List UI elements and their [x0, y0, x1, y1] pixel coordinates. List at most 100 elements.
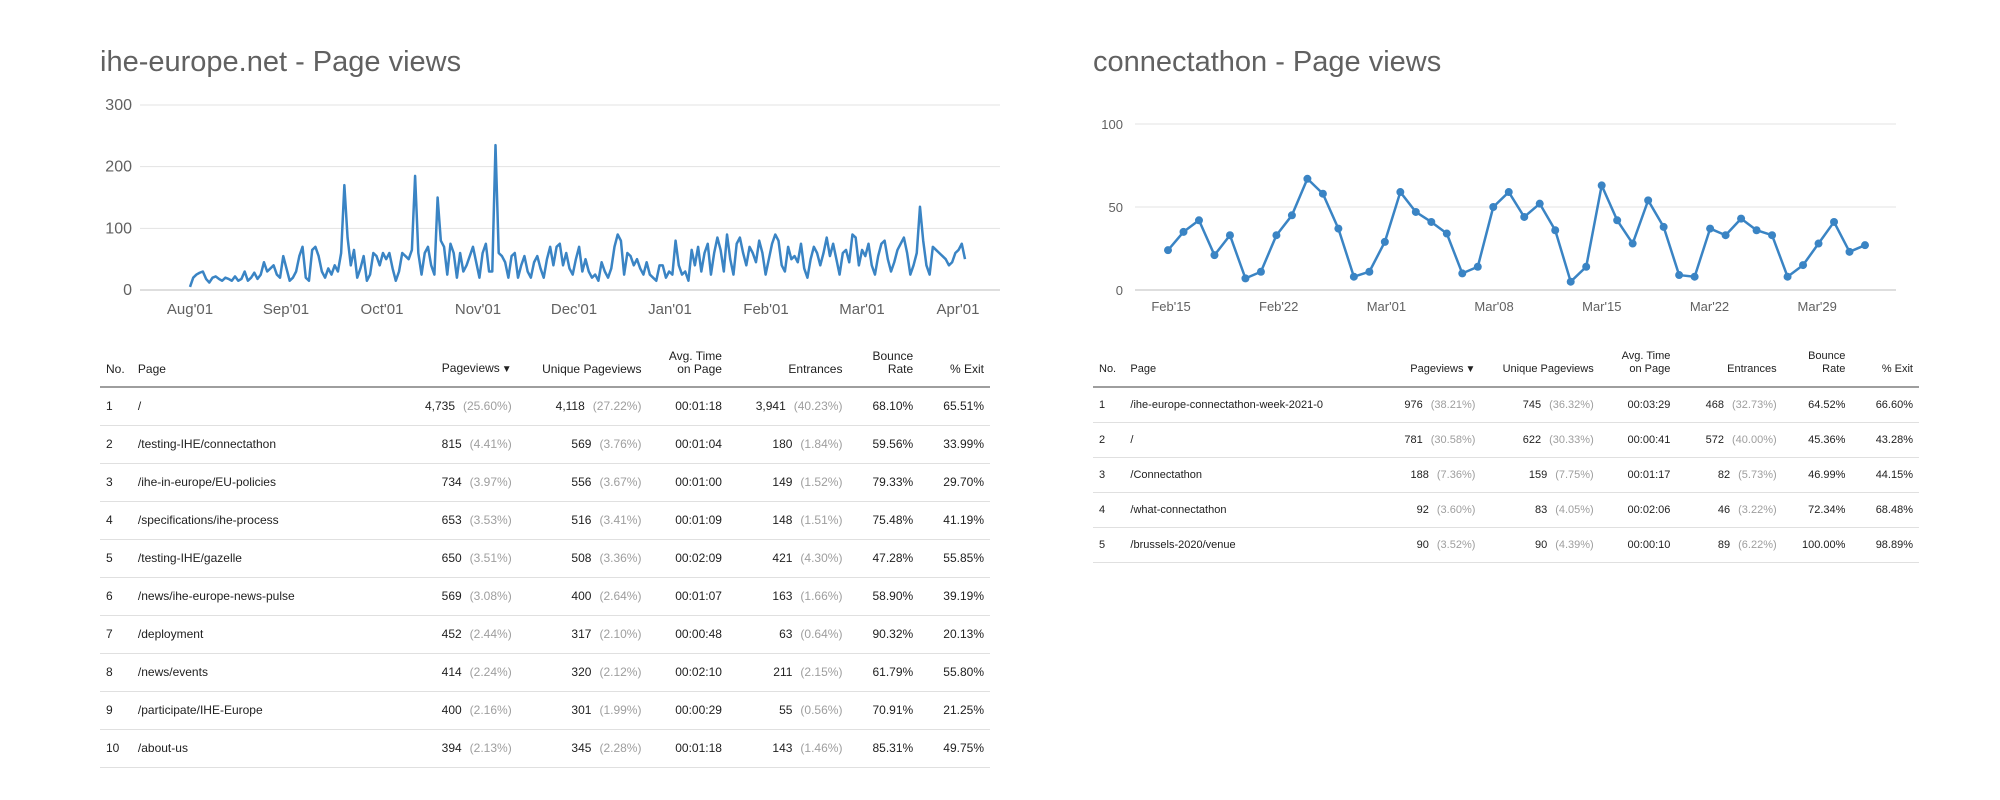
data-point[interactable] [1721, 231, 1730, 240]
data-point[interactable] [1287, 211, 1296, 220]
table-row[interactable]: 5/testing-IHE/gazelle 650 (3.51%) 508 (3.36%… [100, 539, 990, 578]
data-point[interactable] [1334, 224, 1343, 233]
data-point[interactable] [1504, 188, 1513, 197]
table-row[interactable]: 1/ihe-europe-connectathon-week-2021-0 976… [1093, 387, 1919, 423]
page-path-link[interactable]: /testing-IHE/gazelle [137, 551, 242, 565]
col-bounce-header[interactable]: Bounce Rate [848, 350, 920, 388]
page-path-link[interactable]: /participate/IHE-Europe [137, 703, 263, 717]
table-row[interactable]: 5/brussels-2020/venue 90 (3.52%) 90 (4.39%) 0… [1093, 527, 1919, 563]
col-avgtime-header[interactable]: Avg. Time on Page [647, 350, 728, 388]
page-path-link[interactable]: /deployment [137, 627, 204, 641]
col-pageviews-header[interactable]: Pageviews ▼ [397, 350, 518, 388]
table-row[interactable]: 4/specifications/ihe-process 653 (3.53%) 51… [100, 501, 990, 540]
data-point[interactable] [1458, 269, 1467, 278]
data-point[interactable] [1830, 217, 1839, 226]
col-pageviews-header[interactable]: Pageviews ▼ [1383, 350, 1482, 388]
data-point[interactable] [1179, 227, 1188, 236]
table-row[interactable]: 3/Connectathon 188 (7.36%) 159 (7.75%) 00:01:… [1093, 457, 1919, 493]
page-path-link[interactable]: /ihe-europe-connectathon-week-2021-0 [1130, 398, 1324, 411]
data-point[interactable] [1318, 189, 1327, 198]
data-point[interactable] [1690, 272, 1699, 281]
page-path-link[interactable]: /brussels-2020/venue [1130, 538, 1236, 551]
data-point[interactable] [1706, 224, 1715, 233]
unique-value: 622 [1522, 433, 1542, 446]
table-row[interactable]: 4/what-connectathon 92 (3.60%) 83 (4.05%) 00:… [1093, 492, 1919, 528]
col-exit-header[interactable]: % Exit [919, 350, 990, 388]
data-point[interactable] [1582, 262, 1591, 271]
data-point[interactable] [1783, 272, 1792, 281]
table-row[interactable]: 2/testing-IHE/connectathon 815 (4.41%) 569 (… [100, 425, 990, 464]
data-point[interactable] [1380, 237, 1389, 246]
page-path-link[interactable]: /what-connectathon [1130, 503, 1227, 516]
data-point[interactable] [1597, 181, 1606, 190]
data-point[interactable] [1737, 214, 1746, 223]
data-point[interactable] [1675, 271, 1684, 280]
table-header-row: No. Page Pageviews ▼ Unique Pageviews Avg… [1093, 350, 1919, 388]
col-entrances-header[interactable]: Entrances [727, 350, 849, 388]
data-point[interactable] [1225, 231, 1234, 240]
page-path-link[interactable]: / [1130, 433, 1134, 446]
data-point[interactable] [1752, 226, 1761, 235]
data-point[interactable] [1194, 216, 1203, 225]
table-row[interactable]: 2 / 781 (30.58%) 622 (30.33%) 00:00:41 572 (40.0… [1093, 422, 1919, 458]
data-point[interactable] [1427, 217, 1436, 226]
data-point[interactable] [1210, 251, 1219, 260]
data-point[interactable] [1396, 188, 1405, 197]
page-path-link[interactable]: /about-us [137, 741, 188, 755]
col-entrances-header[interactable]: Entrances [1676, 350, 1783, 388]
data-point[interactable] [1256, 267, 1265, 276]
data-point[interactable] [1845, 247, 1854, 256]
table-row[interactable]: 6/news/ihe-europe-news-pulse 569 (3.08%) 40… [100, 577, 990, 616]
data-point[interactable] [1566, 277, 1575, 286]
data-point[interactable] [1241, 274, 1250, 283]
data-point[interactable] [1349, 272, 1358, 281]
page-path: /testing-IHE/connectathon [131, 425, 398, 464]
page-path-link[interactable]: / [137, 399, 142, 414]
data-point[interactable] [1814, 239, 1823, 248]
exit-cell: 33.99% [919, 425, 990, 464]
data-point[interactable] [1442, 229, 1451, 238]
table-row[interactable]: 8/news/events 414 (2.24%) 320 (2.12%) 00:02:1… [100, 653, 990, 692]
table-row[interactable]: 10/about-us 394 (2.13%) 345 (2.28%) 00:01:18 1… [100, 729, 990, 768]
page-path-link[interactable]: /testing-IHE/connectathon [137, 437, 276, 451]
page-path: / [131, 387, 398, 426]
col-unique-header[interactable]: Unique Pageviews [1481, 350, 1600, 388]
data-point[interactable] [1628, 239, 1637, 248]
data-point[interactable] [1272, 231, 1281, 240]
data-point[interactable] [1411, 207, 1420, 216]
col-bounce-header[interactable]: Bounce Rate [1782, 350, 1852, 388]
entrances-percent: (40.23%) [793, 399, 843, 414]
pageviews-value: 452 [441, 627, 462, 641]
unique-value: 556 [571, 475, 592, 489]
page-path-link[interactable]: /specifications/ihe-process [137, 513, 279, 527]
data-point[interactable] [1520, 212, 1529, 221]
data-point[interactable] [1659, 222, 1668, 231]
data-point[interactable] [1799, 261, 1808, 270]
data-point[interactable] [1768, 231, 1777, 240]
data-point[interactable] [1164, 246, 1172, 255]
page-path-link[interactable]: /news/ihe-europe-news-pulse [137, 589, 295, 603]
data-point[interactable] [1535, 199, 1544, 208]
exit-cell: 65.51% [919, 387, 990, 426]
data-point[interactable] [1303, 174, 1312, 183]
data-point[interactable] [1551, 226, 1560, 235]
page-path-link[interactable]: /Connectathon [1130, 468, 1202, 481]
col-exit-header[interactable]: % Exit [1851, 350, 1919, 388]
table-row[interactable]: 1 / 4,735 (25.60%) 4,118 (27.22%) 00:01:18 3,94… [100, 387, 990, 426]
data-point[interactable] [1861, 241, 1869, 250]
table-row[interactable]: 9/participate/IHE-Europe 400 (2.16%) 301 (1.… [100, 691, 990, 730]
data-point[interactable] [1613, 216, 1622, 225]
avg-time-value: 00:00:41 [1627, 433, 1671, 446]
entrances-cell: 148 (1.51%) [727, 501, 849, 540]
page-path-link[interactable]: /ihe-in-europe/EU-policies [137, 475, 276, 489]
exit-value: 41.19% [943, 513, 984, 527]
data-point[interactable] [1473, 262, 1482, 271]
col-unique-header[interactable]: Unique Pageviews [517, 350, 648, 388]
col-avgtime-header[interactable]: Avg. Time on Page [1599, 350, 1677, 388]
data-point[interactable] [1489, 203, 1498, 211]
data-point[interactable] [1365, 267, 1374, 276]
table-row[interactable]: 3/ihe-in-europe/EU-policies 734 (3.97%) 556… [100, 463, 990, 502]
page-path-link[interactable]: /news/events [137, 665, 208, 679]
data-point[interactable] [1644, 196, 1653, 205]
table-row[interactable]: 7/deployment 452 (2.44%) 317 (2.10%) 00:00:48… [100, 615, 990, 654]
